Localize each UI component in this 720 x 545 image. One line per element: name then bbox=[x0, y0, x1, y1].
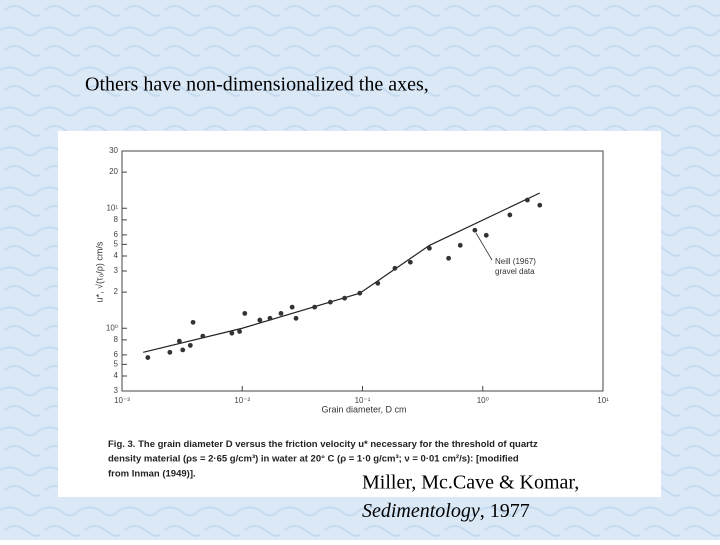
y-tick-label: 6 bbox=[114, 350, 119, 359]
y-tick-label: 10¹ bbox=[106, 203, 118, 212]
data-point bbox=[312, 304, 318, 310]
data-point bbox=[457, 242, 463, 248]
data-point bbox=[507, 212, 513, 218]
y-tick-label: 3 bbox=[114, 386, 119, 395]
data-point bbox=[446, 255, 451, 261]
data-point bbox=[327, 299, 333, 305]
data-point bbox=[257, 317, 263, 323]
y-tick-label: 30 bbox=[109, 146, 118, 155]
data-point bbox=[237, 329, 242, 334]
data-point bbox=[180, 347, 186, 353]
data-point bbox=[190, 319, 196, 325]
y-tick-label: 5 bbox=[114, 359, 119, 368]
data-point bbox=[200, 333, 206, 339]
y-axis-label: u*, √(τ₀/ρ) cm/s bbox=[94, 241, 104, 302]
annotation-leader bbox=[475, 232, 493, 261]
caption: Fig. 3. The grain diameter D versus the … bbox=[108, 439, 538, 450]
x-tick-label: 10⁰ bbox=[477, 396, 489, 405]
caption-line: from Inman (1949)]. bbox=[108, 469, 196, 480]
y-tick-label: 10⁰ bbox=[106, 323, 118, 332]
data-point bbox=[242, 310, 248, 316]
y-tick-label: 8 bbox=[114, 335, 119, 344]
y-tick-label: 4 bbox=[114, 371, 119, 380]
y-tick-label: 5 bbox=[114, 239, 119, 248]
caption-line: The grain diameter D versus the friction… bbox=[138, 439, 538, 450]
x-tick-label: 10⁻² bbox=[234, 396, 250, 405]
data-point bbox=[187, 342, 193, 348]
data-point bbox=[375, 280, 381, 286]
figure-panel bbox=[58, 131, 661, 497]
slide-title: Others have non-dimensionalized the axes… bbox=[85, 74, 429, 96]
citation-source: Sedimentology, 1977 bbox=[362, 500, 530, 522]
data-point bbox=[472, 227, 478, 233]
data-point bbox=[392, 265, 398, 271]
x-tick-label: 10⁻³ bbox=[114, 396, 130, 405]
caption-label: Fig. 3. bbox=[108, 439, 135, 450]
y-tick-label: 2 bbox=[114, 287, 119, 296]
x-tick-label: 10¹ bbox=[597, 396, 609, 405]
data-point bbox=[176, 338, 182, 344]
y-tick-label: 3 bbox=[114, 266, 119, 275]
annotation: gravel data bbox=[495, 267, 535, 276]
citation-journal: Sedimentology bbox=[362, 500, 480, 522]
data-point bbox=[289, 304, 295, 310]
x-axis-label: Grain diameter, D cm bbox=[321, 404, 406, 414]
data-point bbox=[483, 232, 489, 238]
data-point bbox=[278, 310, 284, 316]
data-point bbox=[267, 315, 273, 321]
citation-authors: Miller, Mc.Cave & Komar, bbox=[362, 472, 579, 494]
data-point bbox=[426, 245, 432, 251]
y-tick-label: 6 bbox=[114, 230, 119, 239]
data-point bbox=[342, 295, 348, 301]
data-point bbox=[524, 197, 530, 203]
citation-year: , 1977 bbox=[480, 500, 530, 522]
x-tick-label: 10⁻¹ bbox=[355, 396, 371, 405]
data-point bbox=[537, 202, 543, 208]
data-point bbox=[293, 315, 299, 321]
y-tick-label: 4 bbox=[114, 251, 119, 260]
caption-line: density material (ρs = 2·65 g/cm³) in wa… bbox=[108, 454, 519, 465]
data-point bbox=[407, 259, 413, 265]
annotation: Neill (1967) bbox=[495, 257, 536, 266]
y-tick-label: 8 bbox=[114, 215, 119, 224]
y-tick-label: 20 bbox=[109, 167, 118, 176]
data-point bbox=[229, 330, 235, 336]
data-point bbox=[357, 290, 363, 296]
data-point bbox=[167, 349, 173, 355]
data-point bbox=[145, 355, 151, 360]
